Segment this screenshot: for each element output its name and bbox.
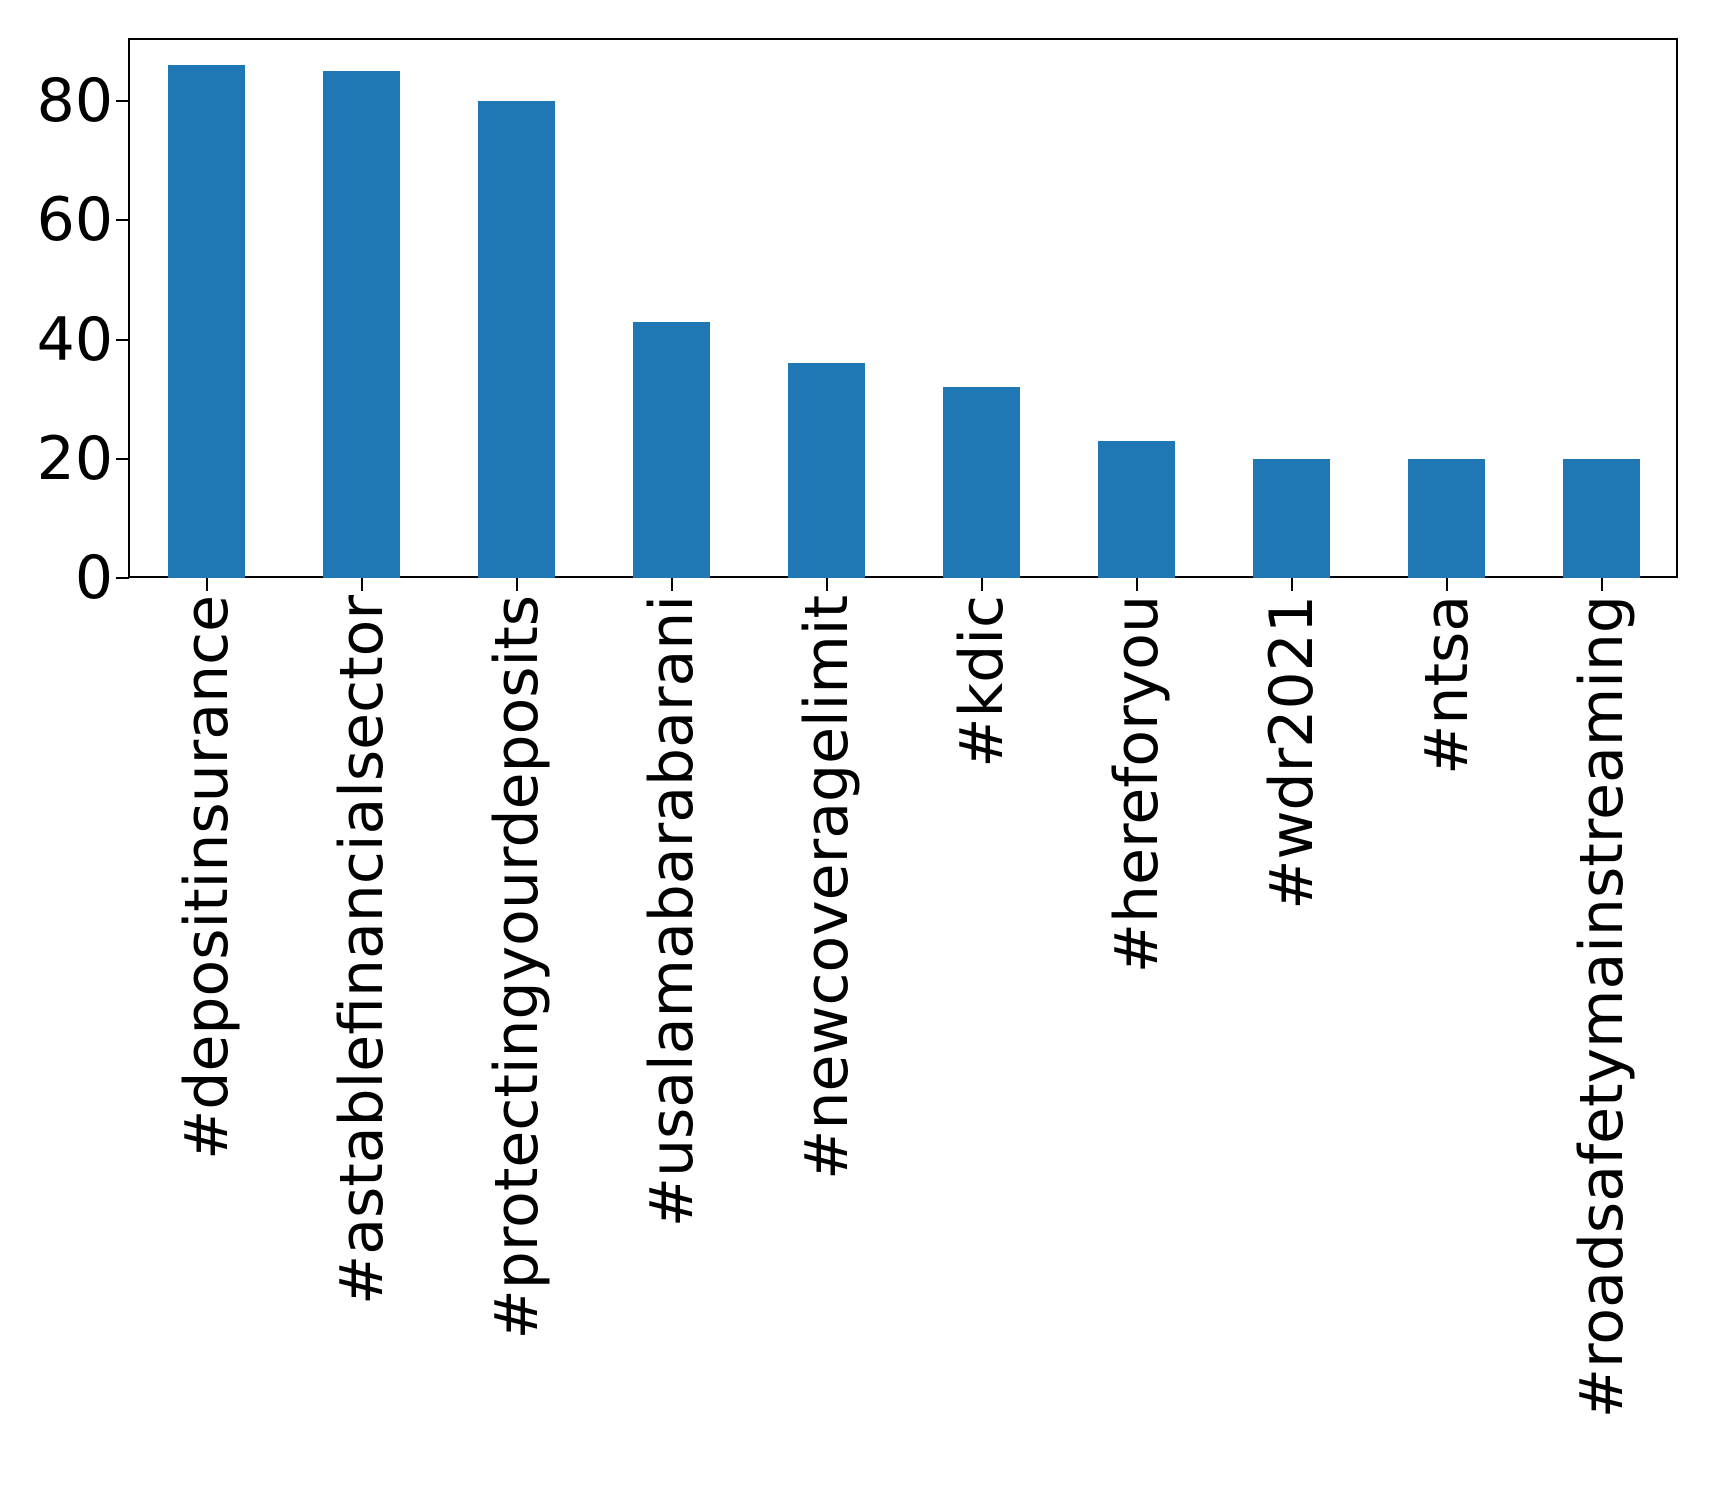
bar-ntsa	[1407, 458, 1486, 578]
x-tick-label: #protectingyourdeposits	[481, 595, 552, 1340]
x-tick-label: #hereforyou	[1101, 595, 1172, 974]
bar-depositinsurance	[167, 65, 246, 578]
x-tick-label: #newcoveragelimit	[791, 595, 862, 1180]
x-tick-mark	[1445, 578, 1448, 591]
y-tick-mark	[116, 338, 129, 341]
y-tick-label: 60	[36, 185, 113, 256]
x-tick-mark	[205, 578, 208, 591]
x-tick-label: #astablefinancialsector	[326, 595, 397, 1306]
y-tick-label: 0	[74, 543, 113, 613]
x-tick-mark	[360, 578, 363, 591]
bar-newcoveragelimit	[787, 363, 866, 578]
x-tick-mark	[825, 578, 828, 591]
bar-roadsafetymainstreaming	[1562, 458, 1641, 578]
y-tick-mark	[116, 457, 129, 460]
x-tick-mark	[1290, 578, 1293, 591]
bar-hereforyou	[1097, 440, 1176, 578]
bars-layer	[129, 39, 1679, 578]
bar-wdr2021	[1252, 458, 1331, 578]
x-tick-label: #kdic	[946, 595, 1017, 768]
bar-kdic	[942, 387, 1021, 578]
y-tick-label: 20	[36, 423, 113, 494]
y-tick-label: 80	[36, 66, 113, 136]
x-tick-mark	[670, 578, 673, 591]
y-tick-label: 40	[36, 304, 113, 375]
x-tick-label: #roadsafetymainstreaming	[1566, 595, 1637, 1419]
y-tick-mark	[116, 100, 129, 102]
bar-usalamabarabarani	[632, 321, 711, 578]
y-tick-mark	[116, 219, 129, 222]
x-tick-mark	[980, 578, 983, 591]
x-tick-label: #ntsa	[1411, 595, 1482, 775]
x-tick-label: #wdr2021	[1256, 595, 1327, 910]
y-tick-mark	[116, 577, 129, 579]
x-tick-mark	[515, 578, 518, 591]
bar-astablefinancialsector	[322, 71, 401, 578]
x-tick-mark	[1135, 578, 1138, 591]
x-tick-label: #depositinsurance	[171, 595, 242, 1160]
bar-protectingyourdeposits	[477, 101, 556, 578]
x-tick-mark	[1600, 578, 1603, 591]
x-tick-label: #usalamabarabarani	[636, 595, 707, 1228]
